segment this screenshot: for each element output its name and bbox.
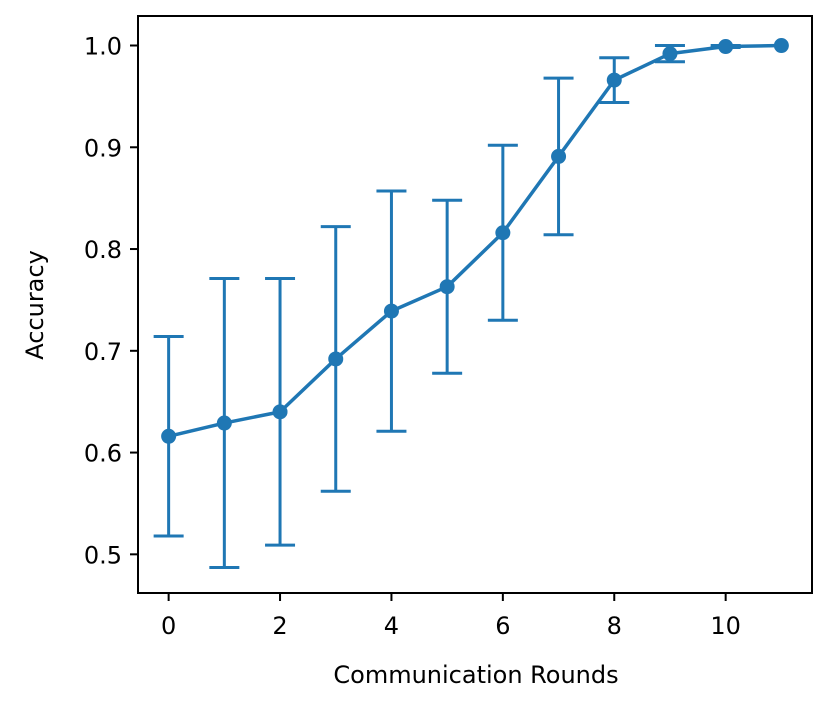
y-tick-label: 0.9 — [84, 134, 122, 162]
plot-marks — [153, 38, 789, 570]
data-point — [495, 225, 511, 241]
x-tick-label: 10 — [710, 612, 741, 640]
series-line — [168, 43, 782, 438]
y-tick-label: 0.7 — [84, 338, 122, 366]
data-point — [606, 72, 622, 88]
data-point — [383, 303, 399, 319]
data-point — [773, 38, 789, 54]
y-tick-label: 0.6 — [84, 440, 122, 468]
data-point — [272, 404, 288, 420]
data-point — [328, 351, 344, 367]
data-point — [718, 39, 734, 55]
data-point — [216, 415, 232, 431]
x-tick-label: 0 — [161, 612, 176, 640]
y-tick-label: 0.5 — [84, 541, 122, 569]
data-point — [551, 148, 567, 164]
x-tick-label: 4 — [384, 612, 399, 640]
data-point — [161, 428, 177, 444]
x-tick-label: 8 — [607, 612, 622, 640]
axis-ticks: 0 2 4 6 8 10 0.5 0.6 0.7 0.8 0.9 1.0 — [84, 33, 741, 640]
x-tick-label: 6 — [495, 612, 510, 640]
plot-frame — [137, 15, 813, 594]
x-tick-label: 2 — [272, 612, 287, 640]
data-point — [662, 46, 678, 62]
y-tick-label: 0.8 — [84, 236, 122, 264]
x-axis-label: Communication Rounds — [333, 661, 618, 689]
data-point — [439, 279, 455, 295]
y-axis-label: Accuracy — [21, 250, 49, 360]
y-tick-label: 1.0 — [84, 33, 122, 61]
